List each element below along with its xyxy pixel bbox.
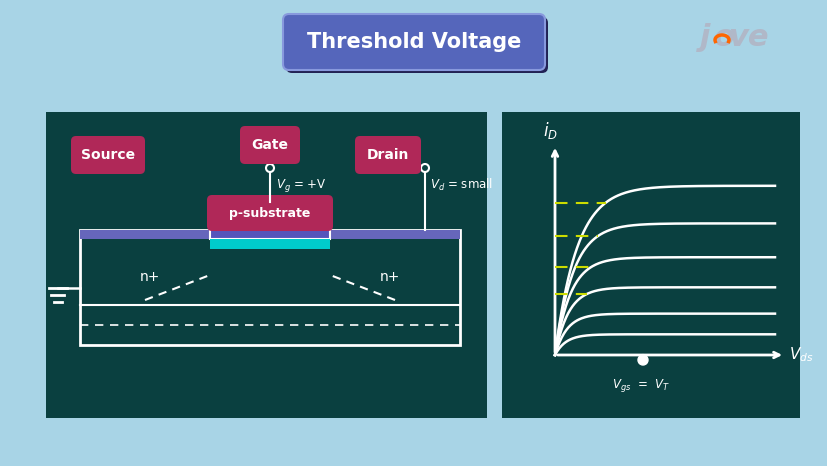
FancyBboxPatch shape bbox=[283, 14, 544, 70]
Text: $V_{gs}$  =  $V_T$: $V_{gs}$ = $V_T$ bbox=[611, 377, 669, 394]
Text: n+: n+ bbox=[380, 270, 399, 284]
Text: n+: n+ bbox=[140, 270, 160, 284]
Text: SiO$_2$: SiO$_2$ bbox=[255, 214, 285, 230]
Text: $V_g$ = +V: $V_g$ = +V bbox=[275, 177, 327, 194]
Text: $i_D$: $i_D$ bbox=[543, 120, 558, 141]
FancyBboxPatch shape bbox=[207, 195, 332, 231]
Bar bbox=[210, 239, 330, 249]
Text: ve: ve bbox=[727, 23, 767, 53]
Text: Gate: Gate bbox=[251, 138, 288, 152]
FancyBboxPatch shape bbox=[46, 112, 486, 418]
Circle shape bbox=[638, 355, 648, 365]
Text: $V_d$ = small: $V_d$ = small bbox=[429, 177, 493, 193]
Bar bbox=[80, 230, 460, 345]
FancyBboxPatch shape bbox=[285, 17, 547, 73]
Text: p-substrate: p-substrate bbox=[229, 206, 310, 219]
FancyBboxPatch shape bbox=[355, 136, 420, 174]
FancyBboxPatch shape bbox=[71, 136, 145, 174]
FancyBboxPatch shape bbox=[240, 126, 299, 164]
FancyBboxPatch shape bbox=[501, 112, 799, 418]
Text: Source: Source bbox=[81, 148, 135, 162]
Bar bbox=[210, 202, 330, 239]
Text: $V_{ds}$: $V_{ds}$ bbox=[788, 346, 813, 364]
Text: j: j bbox=[699, 23, 710, 53]
Text: Drain: Drain bbox=[366, 148, 409, 162]
Bar bbox=[80, 230, 460, 239]
Text: o: o bbox=[713, 23, 734, 53]
Text: Threshold Voltage: Threshold Voltage bbox=[307, 32, 520, 52]
